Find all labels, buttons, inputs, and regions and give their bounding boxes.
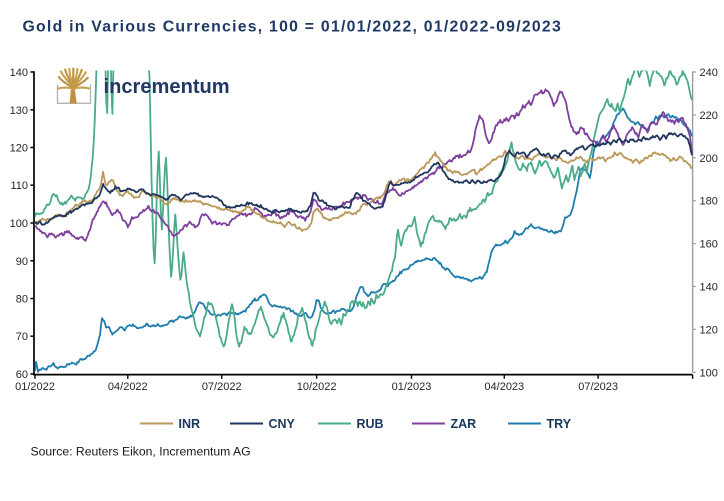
svg-text:240: 240 bbox=[700, 67, 718, 79]
svg-text:RUB: RUB bbox=[357, 417, 384, 431]
svg-text:07/2022: 07/2022 bbox=[202, 381, 242, 393]
svg-text:04/2023: 04/2023 bbox=[484, 381, 524, 393]
svg-text:130: 130 bbox=[10, 105, 28, 117]
svg-text:200: 200 bbox=[700, 153, 718, 165]
svg-text:INR: INR bbox=[179, 417, 201, 431]
svg-text:ZAR: ZAR bbox=[451, 417, 477, 431]
svg-text:10/2022: 10/2022 bbox=[297, 381, 337, 393]
svg-text:CNY: CNY bbox=[269, 417, 296, 431]
svg-text:04/2022: 04/2022 bbox=[108, 381, 148, 393]
svg-text:01/2022: 01/2022 bbox=[15, 381, 55, 393]
svg-text:90: 90 bbox=[16, 256, 28, 268]
svg-text:180: 180 bbox=[700, 196, 718, 208]
svg-text:140: 140 bbox=[10, 67, 28, 79]
svg-text:60: 60 bbox=[16, 369, 28, 381]
svg-text:Source: Reuters Eikon, Increme: Source: Reuters Eikon, Incrementum AG bbox=[31, 444, 251, 458]
svg-text:TRY: TRY bbox=[547, 417, 572, 431]
svg-text:Gold in Various Currencies, 10: Gold in Various Currencies, 100 = 01/01/… bbox=[23, 19, 562, 36]
svg-text:120: 120 bbox=[700, 324, 718, 336]
svg-text:100: 100 bbox=[700, 367, 718, 379]
svg-text:110: 110 bbox=[10, 180, 28, 192]
svg-text:07/2023: 07/2023 bbox=[578, 381, 618, 393]
svg-text:01/2023: 01/2023 bbox=[392, 381, 432, 393]
svg-text:120: 120 bbox=[10, 143, 28, 155]
svg-text:160: 160 bbox=[700, 239, 718, 251]
svg-text:220: 220 bbox=[700, 110, 718, 122]
svg-text:incrementum: incrementum bbox=[104, 76, 230, 98]
svg-text:100: 100 bbox=[10, 218, 28, 230]
svg-text:140: 140 bbox=[700, 282, 718, 294]
svg-text:70: 70 bbox=[16, 331, 28, 343]
svg-text:80: 80 bbox=[16, 294, 28, 306]
